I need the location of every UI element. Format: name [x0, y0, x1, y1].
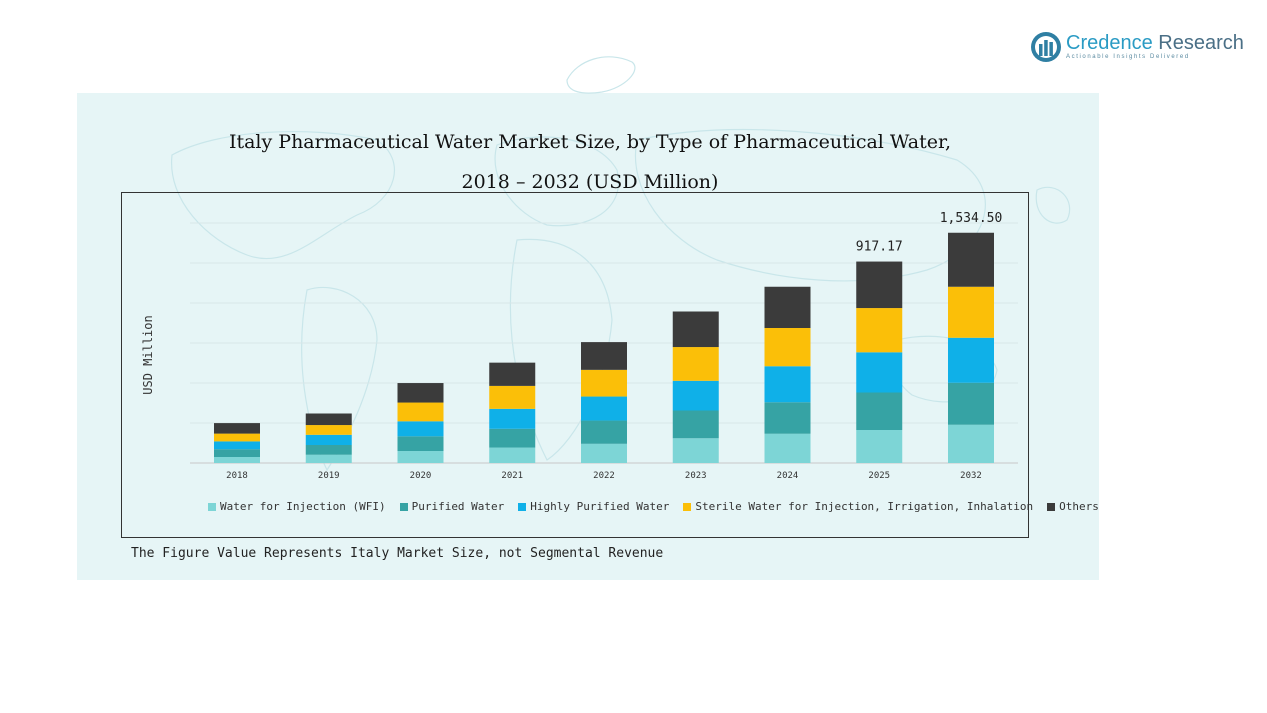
bar-segment-2021-series-1	[489, 428, 536, 448]
bar-segment-2023-series-3	[672, 347, 719, 381]
bar-segment-2021-series-3	[489, 385, 536, 409]
bar-segment-2023-series-1	[672, 410, 719, 439]
bar-segment-2032-series-3	[948, 286, 994, 338]
legend-swatch	[208, 502, 216, 511]
legend-item-1: Purified Water	[399, 500, 505, 513]
legend-label: Others	[1059, 500, 1099, 513]
legend-label: Sterile Water for Injection, Irrigation,…	[695, 500, 1034, 513]
bar-segment-2019-series-3	[305, 425, 352, 435]
logo-icon	[1031, 32, 1061, 62]
bar-segment-2018-series-4	[214, 423, 260, 434]
legend-swatch	[399, 502, 408, 511]
bar-segment-2022-series-0	[581, 443, 627, 463]
bar-segment-2032-series-2	[948, 337, 994, 383]
bar-segment-2025-series-2	[856, 352, 903, 393]
bar-segment-2022-series-2	[581, 396, 627, 421]
bar-segment-2018-series-2	[214, 441, 260, 450]
bar-segment-2032-series-0	[948, 424, 994, 463]
x-tick-label: 2018	[226, 471, 248, 481]
bar-segment-2021-series-2	[489, 408, 536, 429]
x-tick-label: 2032	[960, 471, 982, 481]
legend-swatch	[683, 502, 692, 511]
bar-segment-2021-series-4	[489, 362, 536, 386]
brand-tagline: Actionable Insights Delivered	[1066, 54, 1190, 60]
legend-item-0: Water for Injection (WFI)	[208, 500, 386, 513]
bar-segment-2020-series-0	[397, 451, 444, 463]
bar-segment-2020-series-1	[397, 436, 444, 451]
bar-segment-2022-series-4	[581, 342, 627, 370]
chart-legend: Water for Injection (WFI) Purified Water H…	[208, 500, 1099, 513]
bar-segment-2022-series-3	[581, 369, 627, 397]
bar-segment-2024-series-2	[764, 366, 811, 403]
legend-label: Water for Injection (WFI)	[220, 500, 386, 513]
chart-footnote: The Figure Value Represents Italy Market…	[131, 546, 664, 561]
bar-segment-2020-series-3	[397, 402, 444, 422]
bar-segment-2020-series-4	[397, 383, 444, 403]
x-tick-label: 2023	[685, 471, 707, 481]
chart-title-line2: 2018 – 2032 (USD Million)	[461, 171, 719, 193]
bar-segment-2018-series-3	[214, 433, 260, 442]
x-tick-label: 2020	[410, 471, 432, 481]
bar-segment-2019-series-4	[305, 413, 352, 426]
x-tick-label: 2021	[501, 471, 523, 481]
brand-name-part1: Credence	[1066, 32, 1153, 54]
data-label-2032: 1,534.50	[940, 211, 1003, 226]
bar-segment-2019-series-2	[305, 434, 352, 445]
chart-title-line1: Italy Pharmaceutical Water Market Size, …	[228, 131, 952, 153]
legend-swatch	[1047, 502, 1056, 511]
legend-swatch	[518, 502, 527, 511]
bar-segment-2025-series-0	[856, 430, 903, 463]
bar-segment-2020-series-2	[397, 421, 444, 437]
legend-item-4: Others	[1047, 500, 1099, 513]
bar-segment-2023-series-0	[672, 438, 719, 463]
bar-segment-2032-series-1	[948, 382, 994, 425]
plot-frame	[121, 192, 1029, 538]
bar-segment-2032-series-4	[948, 232, 994, 287]
legend-item-3: Sterile Water for Injection, Irrigation,…	[683, 500, 1033, 513]
data-label-2025: 917.17	[856, 240, 903, 255]
x-tick-label: 2019	[318, 471, 340, 481]
bar-segment-2024-series-3	[764, 328, 811, 367]
brand-logo: Credence Research Actionable Insights De…	[1030, 30, 1244, 70]
bar-segment-2024-series-1	[764, 402, 811, 434]
bar-segment-2024-series-4	[764, 286, 811, 328]
bar-segment-2022-series-1	[581, 420, 627, 444]
x-tick-label: 2025	[868, 471, 890, 481]
bar-segment-2023-series-4	[672, 311, 719, 348]
bar-segment-2024-series-0	[764, 433, 811, 463]
bar-segment-2019-series-1	[305, 445, 352, 455]
x-tick-label: 2024	[777, 471, 799, 481]
brand-name-part2: Research	[1158, 32, 1244, 54]
bar-segment-2021-series-0	[489, 447, 536, 463]
legend-item-2: Highly Purified Water	[518, 500, 669, 513]
bar-segment-2019-series-0	[305, 454, 352, 463]
bar-segment-2018-series-1	[214, 449, 260, 457]
brand-name: Credence Research	[1066, 32, 1244, 55]
bar-segment-2025-series-1	[856, 392, 903, 430]
bar-segment-2018-series-0	[214, 457, 260, 463]
legend-label: Purified Water	[411, 500, 505, 513]
bar-segment-2023-series-2	[672, 380, 719, 411]
x-tick-label: 2022	[593, 471, 615, 481]
bar-segment-2025-series-3	[856, 308, 903, 353]
bar-segment-2025-series-4	[856, 261, 903, 309]
legend-label: Highly Purified Water	[530, 500, 670, 513]
